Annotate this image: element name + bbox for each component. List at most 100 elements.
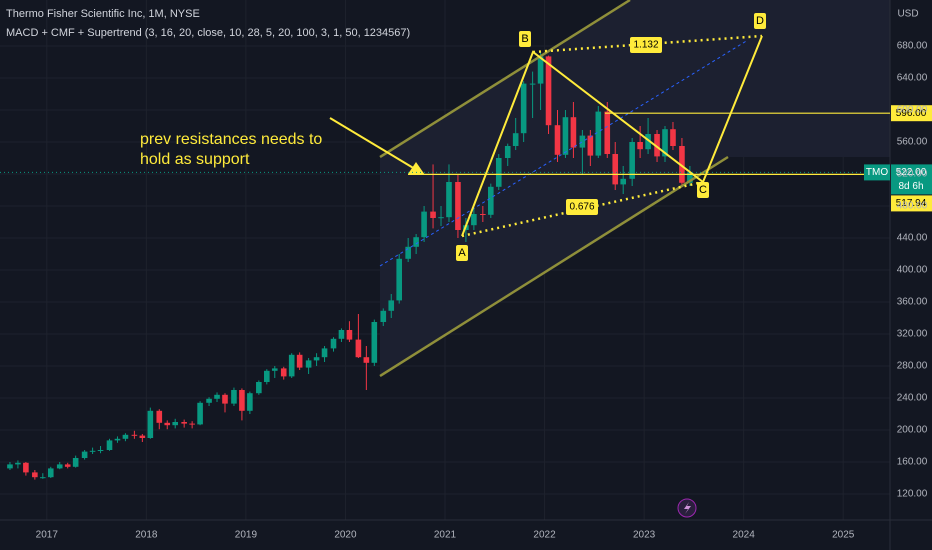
candle-body xyxy=(421,211,427,238)
candle-body xyxy=(430,211,436,218)
candle-body xyxy=(222,394,228,404)
y-tick-label: 280.00 xyxy=(897,361,928,372)
y-tick-label: 360.00 xyxy=(897,297,928,308)
candle-body xyxy=(662,129,668,157)
candle-body xyxy=(305,360,312,368)
candle-body xyxy=(629,142,635,179)
y-tick-label: 600.00 xyxy=(897,105,928,116)
candle-body xyxy=(106,440,113,450)
candle-body xyxy=(371,322,378,363)
ratio-line xyxy=(461,180,704,238)
candle-body xyxy=(23,462,29,473)
y-tick-label: 320.00 xyxy=(897,329,928,340)
candle-body xyxy=(363,357,370,363)
candle-body xyxy=(446,182,452,218)
point-box xyxy=(754,13,766,29)
x-tick-label: 2022 xyxy=(533,530,556,541)
candle-body xyxy=(247,393,253,411)
x-tick-label: 2025 xyxy=(832,530,855,541)
candle-body xyxy=(122,434,129,439)
candle-body xyxy=(579,135,586,148)
candle-body xyxy=(604,111,611,154)
point-box xyxy=(456,245,468,261)
point-label: B xyxy=(521,33,528,45)
currency: USD xyxy=(897,9,918,20)
point-label: D xyxy=(756,15,764,27)
candle-body xyxy=(471,214,477,226)
candle-body xyxy=(89,450,96,452)
candle-body xyxy=(537,56,544,84)
candle-body xyxy=(164,422,171,426)
candle-body xyxy=(620,178,626,185)
candle-body xyxy=(480,214,486,215)
candle-body xyxy=(197,402,203,425)
candle-body xyxy=(338,330,345,339)
x-tick-label: 2023 xyxy=(633,530,656,541)
channel-shade xyxy=(380,0,890,376)
label-box xyxy=(891,164,932,195)
candle-body xyxy=(288,354,295,377)
candle-body xyxy=(231,390,237,404)
annotation: hold as support xyxy=(140,151,250,168)
annotation: prev resistances needs to xyxy=(140,131,322,148)
channel-upper xyxy=(379,0,631,159)
arrow xyxy=(329,117,421,173)
candle-body xyxy=(239,390,245,411)
y-tick-label: 400.00 xyxy=(897,265,928,276)
ratio-label: 0.676 xyxy=(569,202,594,213)
candle-body xyxy=(405,246,411,259)
candle-body xyxy=(670,129,676,146)
price-label: 522.00 xyxy=(896,167,927,178)
candle-body xyxy=(147,410,154,438)
y-tick-label: 560.00 xyxy=(897,137,928,148)
candle-body xyxy=(264,370,270,382)
indicator-legend: MACD + CMF + Supertrend (3, 16, 20, clos… xyxy=(6,27,410,39)
price-labels: 596.00 TMO 522.00 8d 6h 517.94 xyxy=(0,105,932,212)
x-tick-label: 2024 xyxy=(733,530,756,541)
candle-body xyxy=(330,338,337,349)
x-tick-label: 2017 xyxy=(36,530,59,541)
candle-body xyxy=(679,146,685,183)
candle-body xyxy=(487,186,494,215)
candle-body xyxy=(206,398,212,403)
candle-body xyxy=(131,434,138,436)
candle-body xyxy=(97,450,104,451)
candle-body xyxy=(687,172,693,183)
candle-body xyxy=(637,142,643,150)
candle-body xyxy=(388,300,395,311)
candle-body xyxy=(570,117,577,148)
event-icon-bolt xyxy=(684,502,691,514)
candle-body xyxy=(280,368,287,377)
candle-body xyxy=(114,438,121,441)
candle-body xyxy=(313,357,320,361)
candle-body xyxy=(56,464,63,469)
arrow-head xyxy=(408,162,425,175)
candle-body xyxy=(15,462,21,465)
price-label: 517.94 xyxy=(896,198,927,209)
candle-body xyxy=(654,134,660,157)
candle-body xyxy=(72,458,79,467)
ratio-box xyxy=(566,199,598,215)
label-box xyxy=(891,105,932,122)
candle-body xyxy=(156,410,163,423)
candle-body xyxy=(172,422,179,426)
candle-body xyxy=(189,423,195,425)
candle-body xyxy=(455,182,461,230)
point-box xyxy=(697,182,709,198)
candle-body xyxy=(214,394,220,399)
chart-title: Thermo Fisher Scientific Inc, 1M, NYSE xyxy=(6,8,200,20)
symbol-label: TMO xyxy=(866,167,888,178)
candle-body xyxy=(396,258,403,301)
candle-body xyxy=(554,125,561,155)
candle-body xyxy=(271,368,278,371)
candle-body xyxy=(139,435,146,438)
candle-body xyxy=(64,464,71,467)
point-label: C xyxy=(699,184,707,196)
pattern-line xyxy=(461,35,763,237)
ratio-box xyxy=(630,37,662,53)
symbol-box xyxy=(864,164,890,181)
y-tick-label: 480.00 xyxy=(897,201,928,212)
y-tick-label: 200.00 xyxy=(897,425,928,436)
x-tick-label: 2019 xyxy=(235,530,258,541)
candle-body xyxy=(380,310,387,322)
